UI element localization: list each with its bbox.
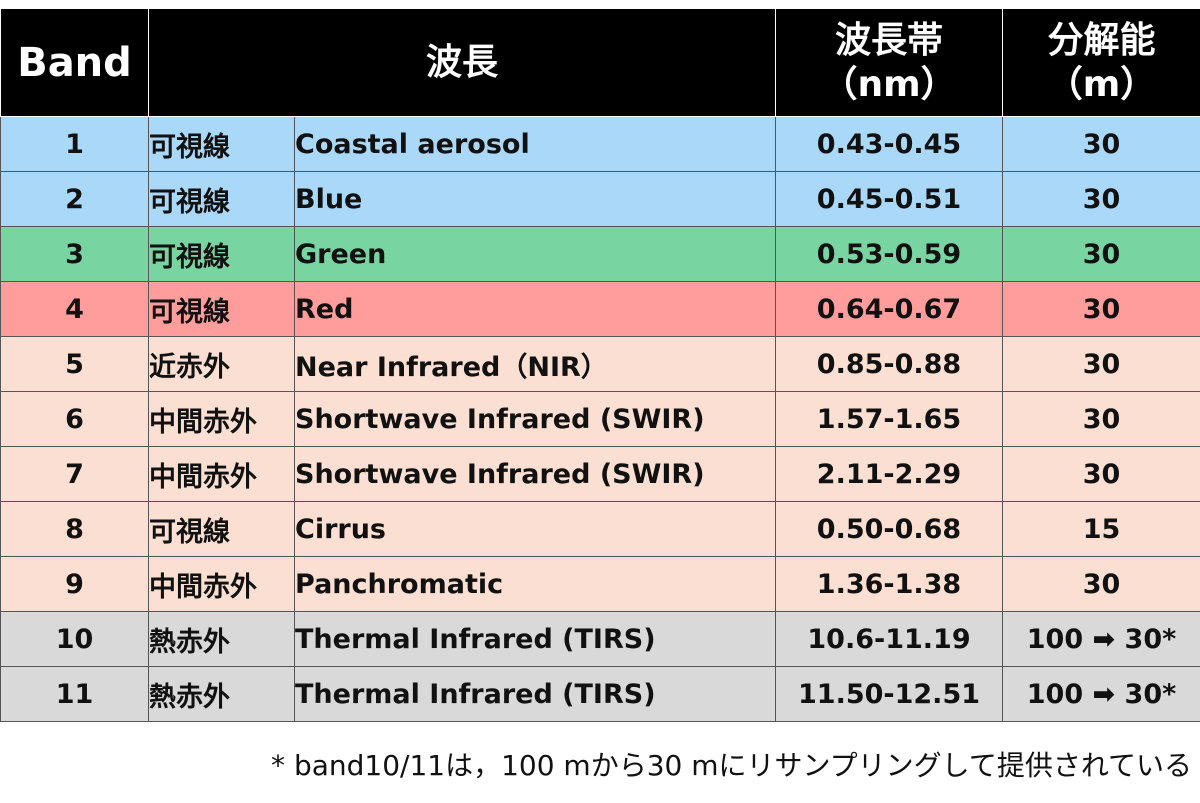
cell-type: 中間赤外 <box>148 556 295 612</box>
cell-resolution: 30 <box>1002 446 1200 502</box>
table-row: 2 可視線 Blue 0.45-0.51 30 <box>0 171 1200 227</box>
cell-wavelength-range: 0.45-0.51 <box>775 171 1004 227</box>
cell-type: 近赤外 <box>148 336 295 392</box>
cell-resolution: 30 <box>1002 391 1200 447</box>
cell-resolution: 30 <box>1002 116 1200 172</box>
cell-band: 4 <box>0 281 149 337</box>
cell-name: Shortwave Infrared (SWIR) <box>293 391 777 447</box>
cell-type: 可視線 <box>148 281 295 337</box>
table-row: 5 近赤外 Near Infrared（NIR） 0.85-0.88 30 <box>0 336 1200 392</box>
cell-wavelength-range: 11.50-12.51 <box>775 666 1004 722</box>
cell-name: Panchromatic <box>293 556 777 612</box>
header-band: Band <box>0 8 149 117</box>
cell-resolution: 30 <box>1002 171 1200 227</box>
cell-name: Coastal aerosol <box>293 116 777 172</box>
header-resolution: 分解能 （m） <box>1002 8 1200 117</box>
table-row: 1 可視線 Coastal aerosol 0.43-0.45 30 <box>0 116 1200 172</box>
cell-band: 1 <box>0 116 149 172</box>
cell-type: 可視線 <box>148 226 295 282</box>
cell-type: 熱赤外 <box>148 611 295 667</box>
cell-name: Near Infrared（NIR） <box>293 336 777 392</box>
table-header-row: Band 波長 波長帯 （nm） 分解能 （m） <box>0 8 1200 117</box>
cell-resolution: 30 <box>1002 336 1200 392</box>
cell-wavelength-range: 1.36-1.38 <box>775 556 1004 612</box>
table-row: 4 可視線 Red 0.64-0.67 30 <box>0 281 1200 337</box>
cell-wavelength-range: 1.57-1.65 <box>775 391 1004 447</box>
cell-band: 7 <box>0 446 149 502</box>
cell-wavelength-range: 2.11-2.29 <box>775 446 1004 502</box>
header-resolution-line2: （m） <box>1046 63 1157 105</box>
cell-name: Shortwave Infrared (SWIR) <box>293 446 777 502</box>
header-resolution-line1: 分解能 <box>1047 19 1156 61</box>
cell-band: 3 <box>0 226 149 282</box>
cell-type: 中間赤外 <box>148 391 295 447</box>
cell-band: 5 <box>0 336 149 392</box>
footnote: * band10/11は，100 mから30 mにリサンプリングして提供されてい… <box>271 749 1192 782</box>
cell-resolution: 30 <box>1002 281 1200 337</box>
cell-type: 可視線 <box>148 501 295 557</box>
cell-name: Red <box>293 281 777 337</box>
cell-name: Blue <box>293 171 777 227</box>
cell-band: 9 <box>0 556 149 612</box>
table-row: 8 可視線 Cirrus 0.50-0.68 15 <box>0 501 1200 557</box>
cell-wavelength-range: 0.43-0.45 <box>775 116 1004 172</box>
table-row: 9 中間赤外 Panchromatic 1.36-1.38 30 <box>0 556 1200 612</box>
header-wavelength-band-line2: （nm） <box>821 63 957 105</box>
cell-type: 可視線 <box>148 171 295 227</box>
cell-resolution: 100 ➡ 30* <box>1002 666 1200 722</box>
header-wavelength: 波長 <box>147 8 777 117</box>
cell-wavelength-range: 0.50-0.68 <box>775 501 1004 557</box>
cell-wavelength-range: 0.64-0.67 <box>775 281 1004 337</box>
cell-type: 中間赤外 <box>148 446 295 502</box>
cell-resolution: 30 <box>1002 226 1200 282</box>
cell-wavelength-range: 10.6-11.19 <box>775 611 1004 667</box>
cell-resolution: 30 <box>1002 556 1200 612</box>
table-row: 7 中間赤外 Shortwave Infrared (SWIR) 2.11-2.… <box>0 446 1200 502</box>
table-row: 6 中間赤外 Shortwave Infrared (SWIR) 1.57-1.… <box>0 391 1200 447</box>
cell-band: 8 <box>0 501 149 557</box>
cell-band: 6 <box>0 391 149 447</box>
cell-band: 10 <box>0 611 149 667</box>
table-row: 11 熱赤外 Thermal Infrared (TIRS) 11.50-12.… <box>0 666 1200 722</box>
header-wavelength-band: 波長帯 （nm） <box>775 8 1004 117</box>
landsat-band-table: Band 波長 波長帯 （nm） 分解能 （m） 1 可視線 Coastal a… <box>0 8 1200 722</box>
cell-resolution: 100 ➡ 30* <box>1002 611 1200 667</box>
cell-wavelength-range: 0.53-0.59 <box>775 226 1004 282</box>
cell-band: 11 <box>0 666 149 722</box>
table-row: 3 可視線 Green 0.53-0.59 30 <box>0 226 1200 282</box>
cell-band: 2 <box>0 171 149 227</box>
cell-name: Thermal Infrared (TIRS) <box>293 666 777 722</box>
cell-type: 熱赤外 <box>148 666 295 722</box>
header-wavelength-band-line1: 波長帯 <box>835 19 944 61</box>
table-row: 10 熱赤外 Thermal Infrared (TIRS) 10.6-11.1… <box>0 611 1200 667</box>
cell-name: Green <box>293 226 777 282</box>
cell-wavelength-range: 0.85-0.88 <box>775 336 1004 392</box>
cell-name: Thermal Infrared (TIRS) <box>293 611 777 667</box>
cell-name: Cirrus <box>293 501 777 557</box>
cell-resolution: 15 <box>1002 501 1200 557</box>
cell-type: 可視線 <box>148 116 295 172</box>
